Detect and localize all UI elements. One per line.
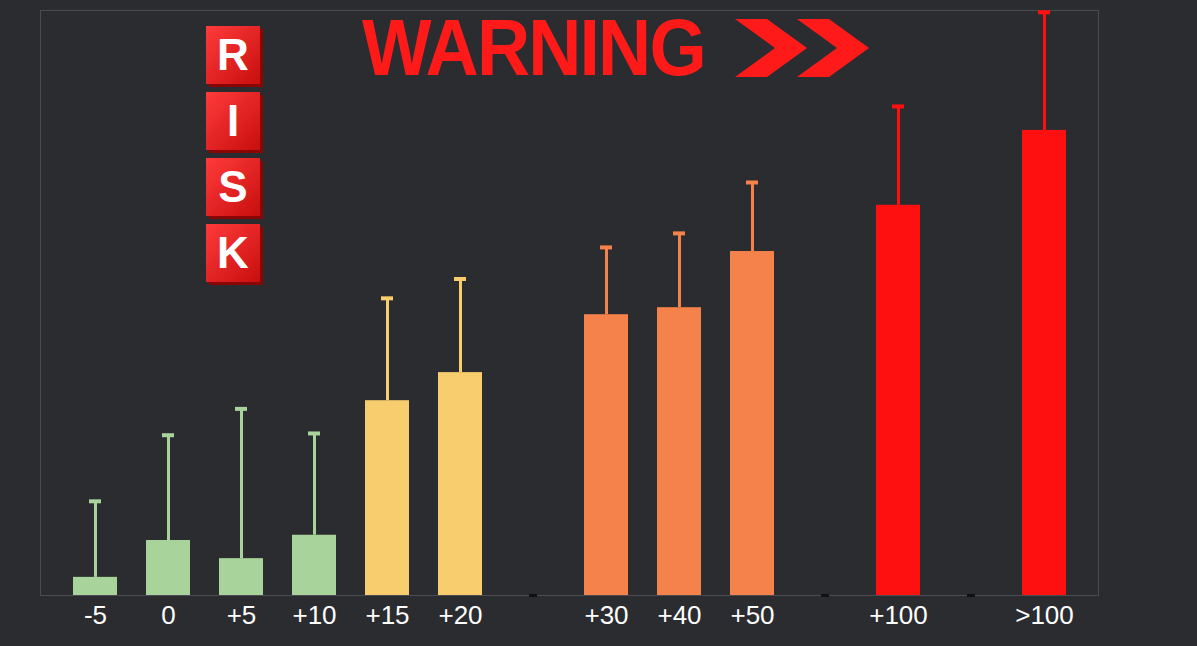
html-text:S: S — [218, 162, 248, 211]
svg-text:+100: +100 — [869, 600, 928, 630]
svg-text:+40: +40 — [657, 600, 701, 630]
html-text:WARNING: WARNING — [362, 3, 705, 92]
html-text:R: R — [217, 30, 249, 79]
html-text:I: I — [226, 96, 240, 145]
svg-text:+10: +10 — [292, 600, 336, 630]
svg-text:+20: +20 — [438, 600, 482, 630]
svg-text:0: 0 — [161, 600, 175, 630]
svg-text:+15: +15 — [365, 600, 409, 630]
svg-text:+30: +30 — [584, 600, 628, 630]
svg-text:+50: +50 — [730, 600, 774, 630]
svg-text:>100: >100 — [1015, 600, 1074, 630]
html-text:K: K — [217, 228, 249, 277]
svg-text:-5: -5 — [84, 600, 107, 630]
svg-text:+5: +5 — [227, 600, 257, 630]
